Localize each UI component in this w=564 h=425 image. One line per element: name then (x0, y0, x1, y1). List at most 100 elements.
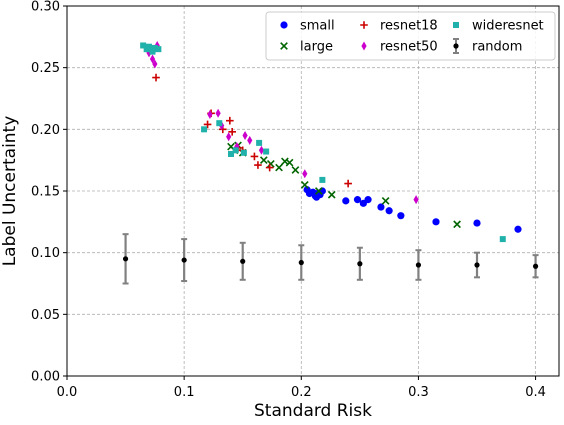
data-point-resnet18 (265, 163, 274, 172)
y-tick-label: 0.15 (31, 185, 60, 200)
legend-label-small: small (300, 19, 335, 34)
x-axis-label: Standard Risk (254, 401, 372, 420)
y-axis-label: Label Uncertainty (0, 116, 20, 267)
data-point-wideresnet (228, 151, 234, 157)
data-point-large (285, 158, 294, 167)
series-random (122, 256, 539, 269)
y-tick-label: 0.25 (31, 61, 60, 76)
data-point-resnet18 (344, 179, 352, 188)
data-point-large (266, 160, 275, 168)
legend-marker (280, 42, 288, 50)
data-point-small (473, 219, 481, 227)
series-small (303, 186, 522, 233)
y-tick-label: 0.00 (31, 370, 60, 385)
legend-marker (361, 41, 367, 51)
axis-ticks: 0.0 0.1 0.2 0.3 0.4 0.00 0.05 0.10 0.15 0.20 0.25 0… (31, 0, 546, 400)
data-point-random (474, 262, 480, 268)
x-tick-label: 0.4 (525, 385, 546, 400)
data-point-random (357, 261, 363, 267)
series-resnet50 (146, 40, 419, 205)
data-point-large (300, 180, 309, 189)
series-wideresnet (140, 42, 506, 243)
y-tick-label: 0.20 (31, 123, 60, 138)
data-point-random (240, 258, 246, 264)
data-point-large (314, 187, 323, 195)
data-point-wideresnet (499, 236, 506, 243)
data-point-wideresnet (256, 139, 263, 146)
legend-box (265, 11, 556, 61)
data-point-small (432, 218, 440, 226)
data-point-resnet18 (152, 73, 160, 82)
legend-marker (453, 22, 459, 28)
data-point-resnet50 (226, 132, 232, 142)
data-point-large (275, 163, 283, 172)
legend-item-resnet50: resnet50 (361, 40, 438, 55)
data-point-wideresnet (216, 120, 223, 127)
x-tick-label: 0.0 (57, 385, 78, 400)
data-point-random (415, 262, 422, 268)
data-point-small (364, 196, 372, 204)
data-point-resnet18 (203, 120, 212, 129)
data-point-wideresnet (319, 176, 326, 183)
legend-item-wideresnet: wideresnet (453, 19, 544, 34)
data-point-resnet18 (254, 161, 262, 169)
legend-label-random: random (472, 40, 522, 55)
data-point-wideresnet (140, 42, 147, 49)
data-point-resnet50 (413, 195, 419, 205)
data-point-wideresnet (201, 126, 208, 133)
data-point-random (181, 257, 187, 263)
series-resnet18 (152, 73, 352, 188)
legend-item-random: random (453, 38, 522, 55)
y-tick-label: 0.10 (31, 246, 60, 261)
legend-label-large: large (300, 40, 333, 55)
legend-item-large: large (280, 40, 333, 55)
data-point-small (312, 193, 321, 201)
data-point-large (453, 220, 461, 229)
data-point-resnet50 (215, 108, 221, 118)
data-point-random (122, 256, 129, 262)
y-tick-label: 0.30 (31, 0, 60, 15)
data-point-wideresnet (240, 149, 247, 156)
data-point-resnet50 (258, 145, 265, 155)
data-points (122, 40, 539, 269)
legend-marker (453, 43, 459, 49)
data-point-wideresnet (146, 43, 152, 50)
legend-item-small: small (280, 19, 335, 34)
data-point-wideresnet (232, 147, 239, 154)
data-point-wideresnet (149, 48, 156, 55)
data-point-wideresnet (263, 148, 270, 155)
data-point-large (291, 166, 300, 174)
data-point-small (353, 196, 362, 204)
data-point-large (281, 157, 289, 166)
x-tick-label: 0.1 (174, 385, 195, 400)
data-point-resnet50 (247, 135, 253, 145)
data-point-small (514, 225, 522, 233)
data-point-resnet50 (207, 110, 213, 120)
data-point-small (377, 203, 385, 211)
data-point-resnet50 (152, 59, 158, 69)
legend: small large resnet18 resnet50 wideresnet rand… (265, 11, 556, 61)
data-point-random (532, 263, 539, 269)
series-large (227, 141, 461, 229)
data-point-resnet18 (228, 128, 236, 136)
data-point-resnet18 (226, 116, 234, 125)
data-point-wideresnet (151, 44, 158, 51)
data-point-small (385, 207, 393, 215)
data-point-resnet18 (250, 152, 259, 161)
legend-label-resnet50: resnet50 (380, 40, 438, 55)
legend-item-resnet18: resnet18 (360, 19, 438, 34)
data-point-large (259, 156, 268, 165)
data-point-small (397, 212, 405, 220)
legend-marker (280, 21, 288, 29)
data-point-resnet50 (242, 131, 248, 140)
legend-label-wideresnet: wideresnet (472, 19, 544, 34)
data-point-large (327, 190, 336, 199)
data-point-small (342, 197, 350, 205)
legend-marker (360, 21, 368, 29)
legend-label-resnet18: resnet18 (380, 19, 438, 34)
data-point-resnet50 (302, 169, 308, 179)
data-point-wideresnet (155, 46, 162, 53)
data-point-large (381, 197, 390, 205)
x-tick-label: 0.2 (291, 385, 312, 400)
